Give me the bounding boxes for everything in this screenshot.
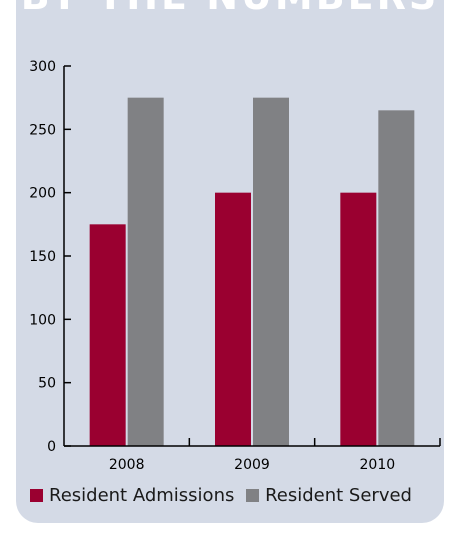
y-tick-label-100: 100 <box>29 312 56 328</box>
legend-label-resident-admissions: Resident Admissions <box>49 485 235 506</box>
y-tick-label-150: 150 <box>29 249 56 265</box>
bar-resident-admissions-2009 <box>215 192 251 446</box>
legend-swatch-resident-served <box>246 489 260 502</box>
chart-heading: BY THE NUMBERS <box>16 0 444 18</box>
y-tick-label-50: 50 <box>38 376 56 392</box>
bar-resident-served-2008 <box>127 97 164 447</box>
y-tick-label-250: 250 <box>29 122 56 138</box>
x-tick-label-2008: 2008 <box>109 457 145 473</box>
y-tick-label-300: 300 <box>29 59 56 75</box>
y-tick-label-0: 0 <box>47 439 56 455</box>
x-tick-label-2010: 2010 <box>360 457 396 473</box>
y-tick-label-200: 200 <box>29 186 56 202</box>
x-tick-label-2009: 2009 <box>234 457 270 473</box>
legend-item-resident-served: Resident Served <box>246 485 412 506</box>
legend-label-resident-served: Resident Served <box>265 485 412 506</box>
bar-resident-admissions-2008 <box>89 224 126 446</box>
legend: Resident Admissions Resident Served <box>30 485 418 506</box>
legend-swatch-resident-admissions <box>30 489 43 502</box>
bar-resident-served-2010 <box>378 110 415 446</box>
legend-item-resident-admissions: Resident Admissions <box>30 485 234 506</box>
bar-resident-served-2009 <box>253 97 289 447</box>
bar-resident-admissions-2010 <box>340 192 377 446</box>
